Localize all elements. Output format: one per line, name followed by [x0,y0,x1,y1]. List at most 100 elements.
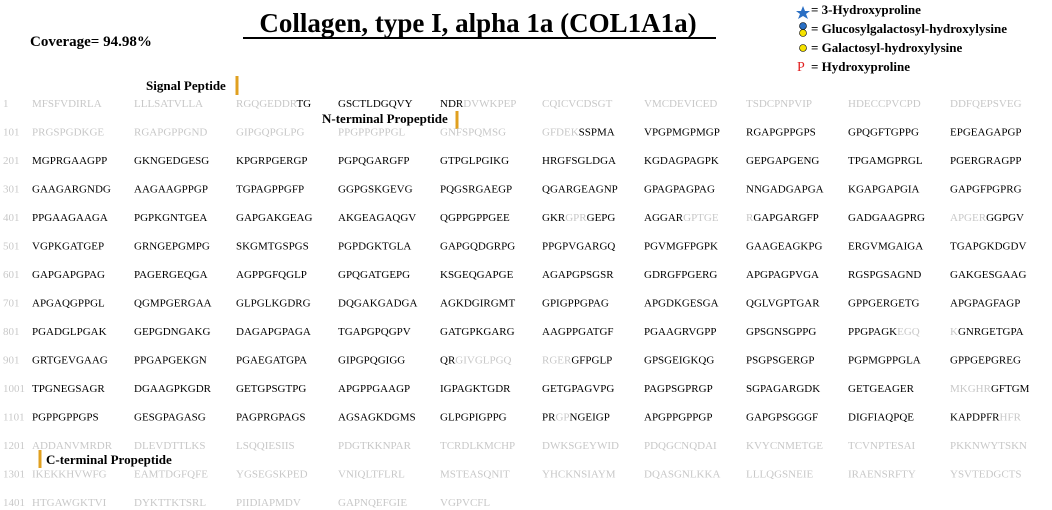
sequence-block: KSGEQGAPGE [440,269,514,281]
sequence-block: GPQGFTGPPG [848,127,919,139]
sequence-block: APGPPGAAGP [338,383,410,395]
sequence-block: PGADGLPGAK [32,326,107,338]
sequence-block: GAKGESGAAG [950,269,1026,281]
sequence-block: GFDEKSSPMA [542,127,615,139]
sequence-block: PRGPNGEIGP [542,412,610,424]
sequence-block: AGSAGKDGMS [338,412,416,424]
sequence-block: PGPPGPPGPS [32,412,99,424]
star-icon [796,6,810,19]
sequence-segment: K [950,326,958,338]
sequence-block: GIPGPQGIGG [338,355,405,367]
sequence-block: VMCDEVICED [644,98,717,110]
sequence-segment: APGER [950,212,987,224]
sequence-block: KGAPGAPGIA [848,184,920,196]
sequence-block: GESGPAGASG [134,412,206,424]
sequence-block: VGPKGATGEP [32,241,104,253]
sequence-block: TGPAGPPGFP [236,184,304,196]
sequence-block: AKGEAGAQGV [338,212,416,224]
sequence-block: DGAAGPKGDR [134,383,212,395]
sequence-block: AGPPGFQGLP [236,269,307,281]
sequence-block: GAPGPSGGGF [746,412,818,424]
sequence-block: MFSFVDIRLA [32,98,102,110]
sequence-block: APGAQGPPGL [32,298,105,310]
sequence-block: GLPGPIGPPG [440,412,507,424]
sequence-block: GIPGQPGLPG [236,127,305,139]
sequence-segment: GPR [565,212,587,224]
sequence-block: DAGAPGPAGA [236,326,311,338]
sequence-block: DQASGNLKKA [644,469,720,481]
sequence-segment: GIVGLPGQ [455,355,511,367]
sequence-block: IGPAGKTGDR [440,383,511,395]
residue-number: 801 [3,326,20,338]
sequence-segment: MFSFVDIRLA [32,98,102,110]
sequence-block: GPIGPPGPAG [542,298,609,310]
sequence-block: LLLQGSNEIE [746,469,813,481]
sequence-block: GAPGAKGEAG [236,212,312,224]
sequence-block: TPGNEGSAGR [32,383,105,395]
sequence-block: NDRDVWKPEP [440,98,516,110]
sequence-segment: GKR [542,212,566,224]
sequence-segment: PR [542,412,556,424]
sequence-block: QGPPGPPGEE [440,212,510,224]
legend-entry: = 3-Hydroxyproline [811,2,921,17]
sequence-block: TSDCPNPVIP [746,98,812,110]
sequence-segment: GNFSPQMSG [440,127,506,139]
sequence-block: PQGSRGAEGP [440,184,512,196]
sequence-block: PRGSPGDKGE [32,127,104,139]
sequence-block: NNGADGAPGA [746,184,824,196]
sequence-block: QRGIVGLPGQ [440,355,512,367]
sequence-block: PGERGRAGPP [950,155,1022,167]
sequence-block: GADGAAGPRG [848,212,925,224]
sequence-block: APGPAGPVGA [746,269,819,281]
sequence-segment: AGGAR [644,212,684,224]
residue-number: 1201 [3,440,25,452]
residue-number: 501 [3,241,20,253]
sequence-block: QGARGEAGNP [542,184,618,196]
sequence-block: DLEVDTTLKS [134,440,206,452]
sequence-block: IRAENSRFTY [848,469,916,481]
sequence-segment: EGQ [897,326,920,338]
sequence-block: APGDKGESGA [644,298,719,310]
sequence-block: ADDANVMRDR [32,440,113,452]
sequence-segment: KAPDPFR [950,412,1000,424]
sequence-block: RGQGEDDRTG [236,98,311,110]
sequence-segment: GGPGV [986,212,1024,224]
annotation: N-terminal Propeptide [322,111,448,126]
title: Collagen, type I, alpha 1a (COL1A1a) [259,8,696,38]
sequence-block: PPGPVGARGQ [542,241,615,253]
sequence-segment: DVWKPEP [463,98,516,110]
sequence-block: GAPGAPGPAG [32,269,105,281]
sequence-block: HRGFSGLDGA [542,155,616,167]
sequence-block: PPGPAGKEGQ [848,326,920,338]
sequence-block: DYKTTKTSRL [134,497,206,509]
sequence-block: RGAPGPPGND [134,127,207,139]
sequence-segment: R [746,212,754,224]
sequence-segment: HDECCPVCPD [848,98,921,110]
sequence-block: MSTEASQNIT [440,469,510,481]
legend-entry: = Hydroxyproline [811,59,910,74]
sequence-block: GEPGAPGENG [746,155,819,167]
sequence-segment: TG [296,98,311,110]
sequence-block: GAPNQEFGIE [338,497,407,509]
sequence-block: GGPGSKGEVG [338,184,413,196]
sequence-block: VPGPMGPMGP [644,127,720,139]
sequence-block: HDECCPVCPD [848,98,921,110]
residue-number: 1401 [3,497,25,509]
gal-icon [799,44,807,52]
sequence-block: RGSPGSAGND [848,269,921,281]
sequence-block: PDQGCNQDAI [644,440,717,452]
glc-icon [799,29,807,37]
sequence-block: CQICVCDSGT [542,98,613,110]
sequence-block: GEPGDNGAKG [134,326,210,338]
residue-number: 1101 [3,412,25,424]
sequence-segment: MKGHR [950,383,992,395]
sequence-block: KGNRGETGPA [950,326,1024,338]
sequence-block: QGMPGERGAA [134,298,212,310]
sequence-segment: GFPGLP [571,355,612,367]
legend-entry: = Galactosyl-hydroxylysine [811,40,962,55]
sequence-block: YSVTEDGCTS [950,469,1022,481]
glc-icon [799,22,807,30]
sequence-block: PAGERGEQGA [134,269,208,281]
sequence-block: GAPGFPGPRG [950,184,1022,196]
sequence-block: PGPDGKTGLA [338,241,411,253]
